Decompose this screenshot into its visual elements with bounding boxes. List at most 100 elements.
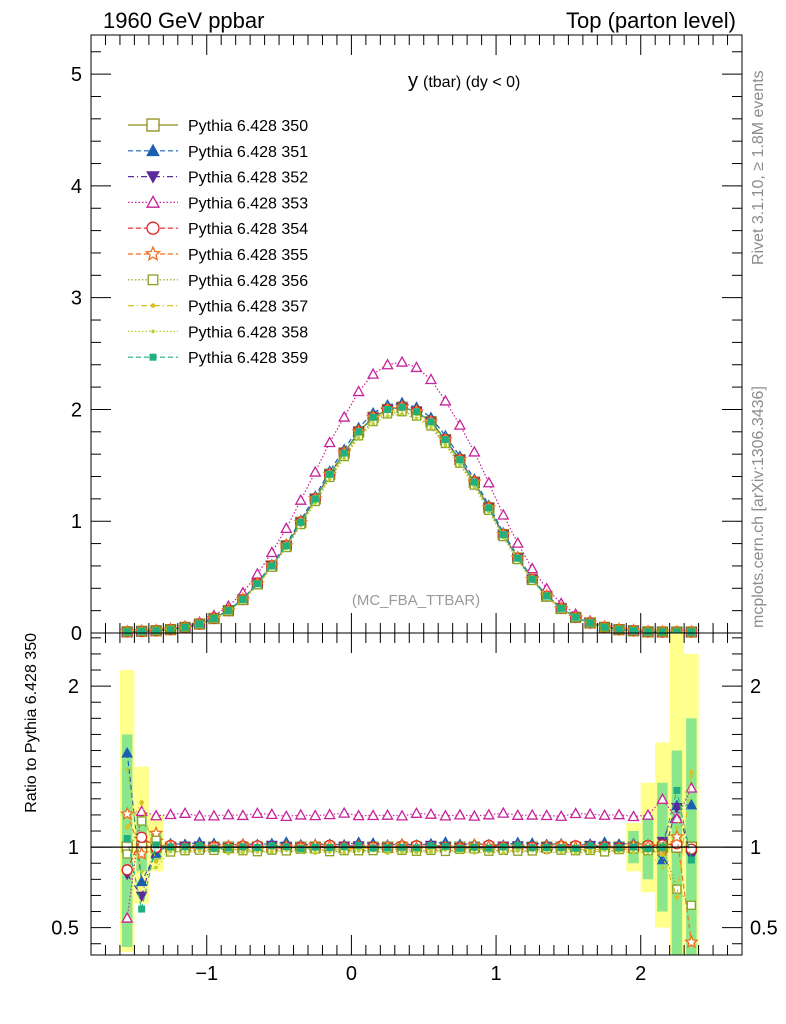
data-point xyxy=(470,478,478,486)
ratio-line xyxy=(126,819,692,906)
ratio-point xyxy=(569,807,582,819)
ratio-point xyxy=(456,844,464,852)
data-point xyxy=(294,493,307,505)
legend-marker xyxy=(147,274,159,286)
data-point xyxy=(443,443,448,448)
ratio-series-1 xyxy=(121,746,698,887)
ratio-point xyxy=(439,809,452,821)
ratio-point xyxy=(135,831,148,843)
data-point xyxy=(340,449,348,457)
data-point xyxy=(282,542,290,550)
data-point xyxy=(414,416,419,421)
ratio-point xyxy=(514,841,522,849)
ratio-point xyxy=(270,850,274,854)
ratio-point xyxy=(153,859,159,864)
legend-item: Pythia 6.428 354 xyxy=(128,221,308,238)
ratio-point xyxy=(573,851,578,855)
ratio-point xyxy=(121,911,134,923)
legend-marker xyxy=(144,245,162,262)
data-point xyxy=(196,620,203,628)
ratio-point xyxy=(149,809,163,821)
ratio-point xyxy=(644,845,652,853)
ratio-point xyxy=(135,875,148,887)
ratio-point xyxy=(468,809,481,821)
ratio-point xyxy=(526,808,539,820)
data-point xyxy=(429,426,433,430)
legend-marker xyxy=(149,353,157,361)
ratio-point xyxy=(586,842,594,850)
data-point xyxy=(224,607,232,615)
data-point xyxy=(615,626,623,634)
x-tick-label: 2 xyxy=(635,963,646,985)
ratio-point xyxy=(268,842,276,850)
data-point xyxy=(485,504,493,512)
legend-label: Pythia 6.428 356 xyxy=(188,273,308,290)
data-point xyxy=(253,580,261,588)
ratio-series-4 xyxy=(121,831,698,876)
ratio-point xyxy=(385,851,390,856)
data-point xyxy=(400,412,404,416)
data-point xyxy=(268,562,276,570)
ratio-frame xyxy=(90,632,743,956)
ratio-point xyxy=(265,808,278,820)
ratio-point xyxy=(615,844,623,852)
ratio-point xyxy=(689,774,694,778)
ratio-y-tick-label-right: 1 xyxy=(750,837,761,859)
ratio-point xyxy=(222,808,235,820)
data-point xyxy=(138,627,146,635)
y-tick-label: 3 xyxy=(71,288,82,310)
data-point xyxy=(311,495,319,503)
main-axis-ticks: 0 1 2 3 4 5 xyxy=(71,35,743,645)
ratio-y-tick-label-right: 2 xyxy=(750,676,761,698)
ratio-series-layer xyxy=(91,746,742,949)
data-point xyxy=(210,614,218,622)
ratio-bands-layer xyxy=(119,633,699,955)
ratio-point xyxy=(139,870,144,874)
ratio-point xyxy=(689,769,694,775)
data-point xyxy=(366,367,380,379)
legend-label: Pythia 6.428 355 xyxy=(188,247,308,264)
y-tick-label: 4 xyxy=(71,176,82,198)
legend-label: Pythia 6.428 354 xyxy=(188,221,308,238)
legend-item: Pythia 6.428 355 xyxy=(128,245,308,264)
ratio-point xyxy=(241,850,245,855)
ratio-point xyxy=(429,850,433,855)
data-point xyxy=(371,421,375,426)
ratio-point xyxy=(152,841,160,849)
data-point xyxy=(453,418,467,430)
data-point xyxy=(309,465,322,477)
data-point xyxy=(644,628,652,636)
ratio-point xyxy=(674,894,680,900)
ratio-point xyxy=(572,844,580,852)
data-point xyxy=(456,456,464,464)
ratio-point xyxy=(355,841,363,849)
ratio-point xyxy=(193,809,206,821)
ratio-point xyxy=(309,809,322,821)
data-point xyxy=(395,355,409,367)
x-tick-label: 1 xyxy=(491,963,502,985)
ratio-point xyxy=(675,825,679,830)
ratio-line xyxy=(126,813,692,943)
data-point xyxy=(181,623,189,631)
ratio-y-tick-label: 1 xyxy=(68,837,79,859)
watermark: (MC_FBA_TTBAR) xyxy=(352,592,480,609)
legend-item: Pythia 6.428 353 xyxy=(128,195,308,212)
ratio-point xyxy=(121,746,134,758)
ratio-point xyxy=(280,810,293,821)
data-point xyxy=(424,373,438,385)
ratio-point xyxy=(601,842,609,850)
band-green xyxy=(686,718,697,955)
legend-label: Pythia 6.428 359 xyxy=(188,350,308,367)
legend-marker xyxy=(146,171,160,184)
data-point xyxy=(410,361,423,373)
ratio-point xyxy=(670,812,684,824)
rivet-label: Rivet 3.1.10, ≥ 1.8M events xyxy=(750,70,767,265)
ratio-point xyxy=(168,849,173,854)
legend-label: Pythia 6.428 350 xyxy=(188,118,308,135)
data-point xyxy=(326,470,334,478)
ratio-point xyxy=(414,850,419,855)
ratio-point xyxy=(197,849,202,853)
legend-marker xyxy=(146,143,160,157)
ratio-series-7 xyxy=(124,769,694,900)
